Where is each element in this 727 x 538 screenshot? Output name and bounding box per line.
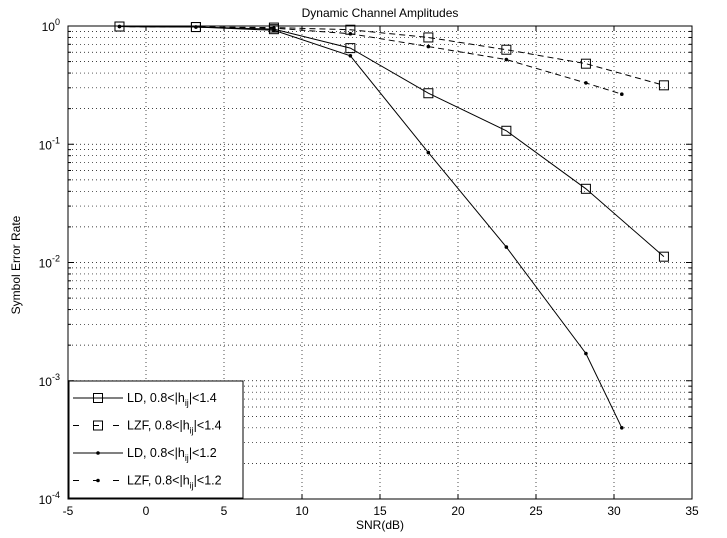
series-2-point [658, 80, 669, 91]
x-tick-label: 15 [373, 504, 387, 518]
y-tick-label: 10-2 [39, 254, 60, 271]
x-tick-label: 35 [685, 504, 699, 518]
series-2-point [501, 44, 512, 55]
legend: LD, 0.8<|hij|<1.4 LZF, 0.8<|hij|<1.4 LD, 0… [68, 380, 244, 499]
axis-ticks: -5 0 5 10 15 20 25 30 35 10-4 10-3 10-2 10-1 100 [39, 17, 699, 518]
series-3-point [504, 245, 509, 249]
y-tick-label: 10-3 [39, 372, 60, 389]
y-tick-label: 100 [42, 17, 60, 34]
x-tick-label: 30 [607, 504, 621, 518]
series-4-point [426, 44, 431, 49]
series-1-point [658, 251, 669, 262]
y-tick-label: 10-1 [39, 135, 60, 152]
x-tick-label: 20 [451, 504, 465, 518]
series-2-line [119, 26, 665, 86]
x-tick-label: 10 [295, 504, 309, 518]
chart-title: Dynamic Channel Amplitudes [302, 6, 459, 20]
series-3-point [348, 53, 353, 58]
legend-label: LD, 0.8<|hij|<1.2 [127, 446, 217, 463]
legend-marker [93, 420, 103, 431]
series-4-point [348, 31, 353, 36]
legend-label: LZF, 0.8<|hij|<1.4 [127, 419, 222, 436]
x-tick-label: 25 [529, 504, 543, 518]
series-4-point [194, 25, 198, 29]
series-4 [117, 24, 624, 97]
series-3-point [584, 351, 588, 356]
series-4-point [620, 92, 624, 97]
series-2-point [580, 58, 591, 69]
x-tick-label: 0 [143, 504, 150, 518]
legend-label: LZF, 0.8<|hij|<1.2 [127, 474, 222, 491]
series-4-line [119, 26, 622, 95]
legend-entry-4: LZF, 0.8<|hij|<1.2 [73, 474, 222, 491]
y-tick-label: 10-4 [39, 490, 60, 507]
series-4-point [272, 26, 276, 30]
legend-marker [96, 478, 100, 483]
series-4-point [117, 24, 122, 29]
series-1-point [580, 183, 591, 194]
legend-marker [96, 451, 100, 455]
y-axis-title: Symbol Error Rate [9, 215, 23, 314]
legend-label: LD, 0.8<|hij|<1.4 [127, 391, 217, 408]
series-3-point [426, 150, 431, 155]
series-1-point [501, 125, 512, 136]
legend-entry-2: LZF, 0.8<|hij|<1.4 [73, 419, 222, 436]
x-axis-title: SNR(dB) [356, 518, 404, 532]
series-layer [114, 21, 669, 430]
series-2-point [423, 32, 434, 43]
series-3-line [119, 26, 623, 429]
legend-marker [93, 393, 103, 403]
series-1-point [345, 43, 356, 54]
legend-entry-1: LD, 0.8<|hij|<1.4 [73, 391, 217, 408]
series-3-point [620, 426, 624, 430]
series-4-point [504, 57, 509, 62]
legend-entry-3: LD, 0.8<|hij|<1.2 [73, 446, 217, 463]
series-4-point [584, 81, 588, 85]
series-1-point [423, 88, 434, 99]
x-tick-label: 5 [221, 504, 228, 518]
series-3 [117, 24, 624, 430]
legend-box [68, 380, 244, 499]
x-tick-label: -5 [63, 504, 74, 518]
